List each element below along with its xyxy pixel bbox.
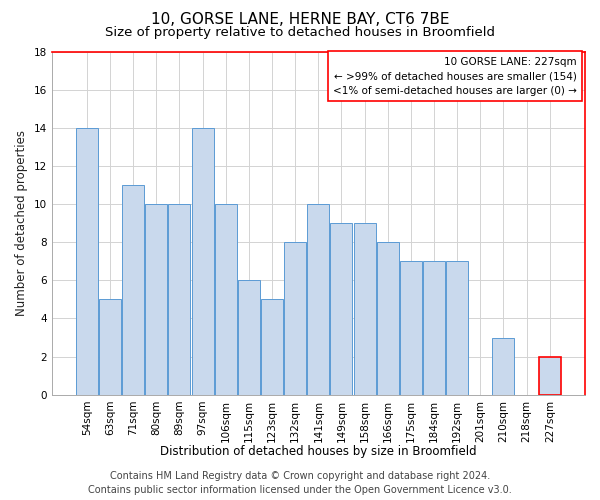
Bar bbox=[145, 204, 167, 394]
Text: 10 GORSE LANE: 227sqm
← >99% of detached houses are smaller (154)
<1% of semi-de: 10 GORSE LANE: 227sqm ← >99% of detached… bbox=[333, 56, 577, 96]
Bar bbox=[99, 300, 121, 394]
Bar bbox=[169, 204, 190, 394]
Y-axis label: Number of detached properties: Number of detached properties bbox=[15, 130, 28, 316]
Bar bbox=[400, 262, 422, 394]
Bar bbox=[353, 223, 376, 394]
Bar bbox=[539, 356, 561, 395]
Bar bbox=[215, 204, 237, 394]
Text: 10, GORSE LANE, HERNE BAY, CT6 7BE: 10, GORSE LANE, HERNE BAY, CT6 7BE bbox=[151, 12, 449, 28]
Bar bbox=[122, 185, 144, 394]
Bar bbox=[238, 280, 260, 394]
Bar bbox=[493, 338, 514, 394]
Bar bbox=[261, 300, 283, 394]
Text: Size of property relative to detached houses in Broomfield: Size of property relative to detached ho… bbox=[105, 26, 495, 39]
Bar bbox=[191, 128, 214, 394]
X-axis label: Distribution of detached houses by size in Broomfield: Distribution of detached houses by size … bbox=[160, 444, 476, 458]
Bar bbox=[331, 223, 352, 394]
Bar bbox=[76, 128, 98, 394]
Bar bbox=[284, 242, 306, 394]
Bar bbox=[377, 242, 399, 394]
Text: Contains HM Land Registry data © Crown copyright and database right 2024.
Contai: Contains HM Land Registry data © Crown c… bbox=[88, 471, 512, 495]
Bar bbox=[446, 262, 468, 394]
Bar bbox=[307, 204, 329, 394]
Bar bbox=[423, 262, 445, 394]
